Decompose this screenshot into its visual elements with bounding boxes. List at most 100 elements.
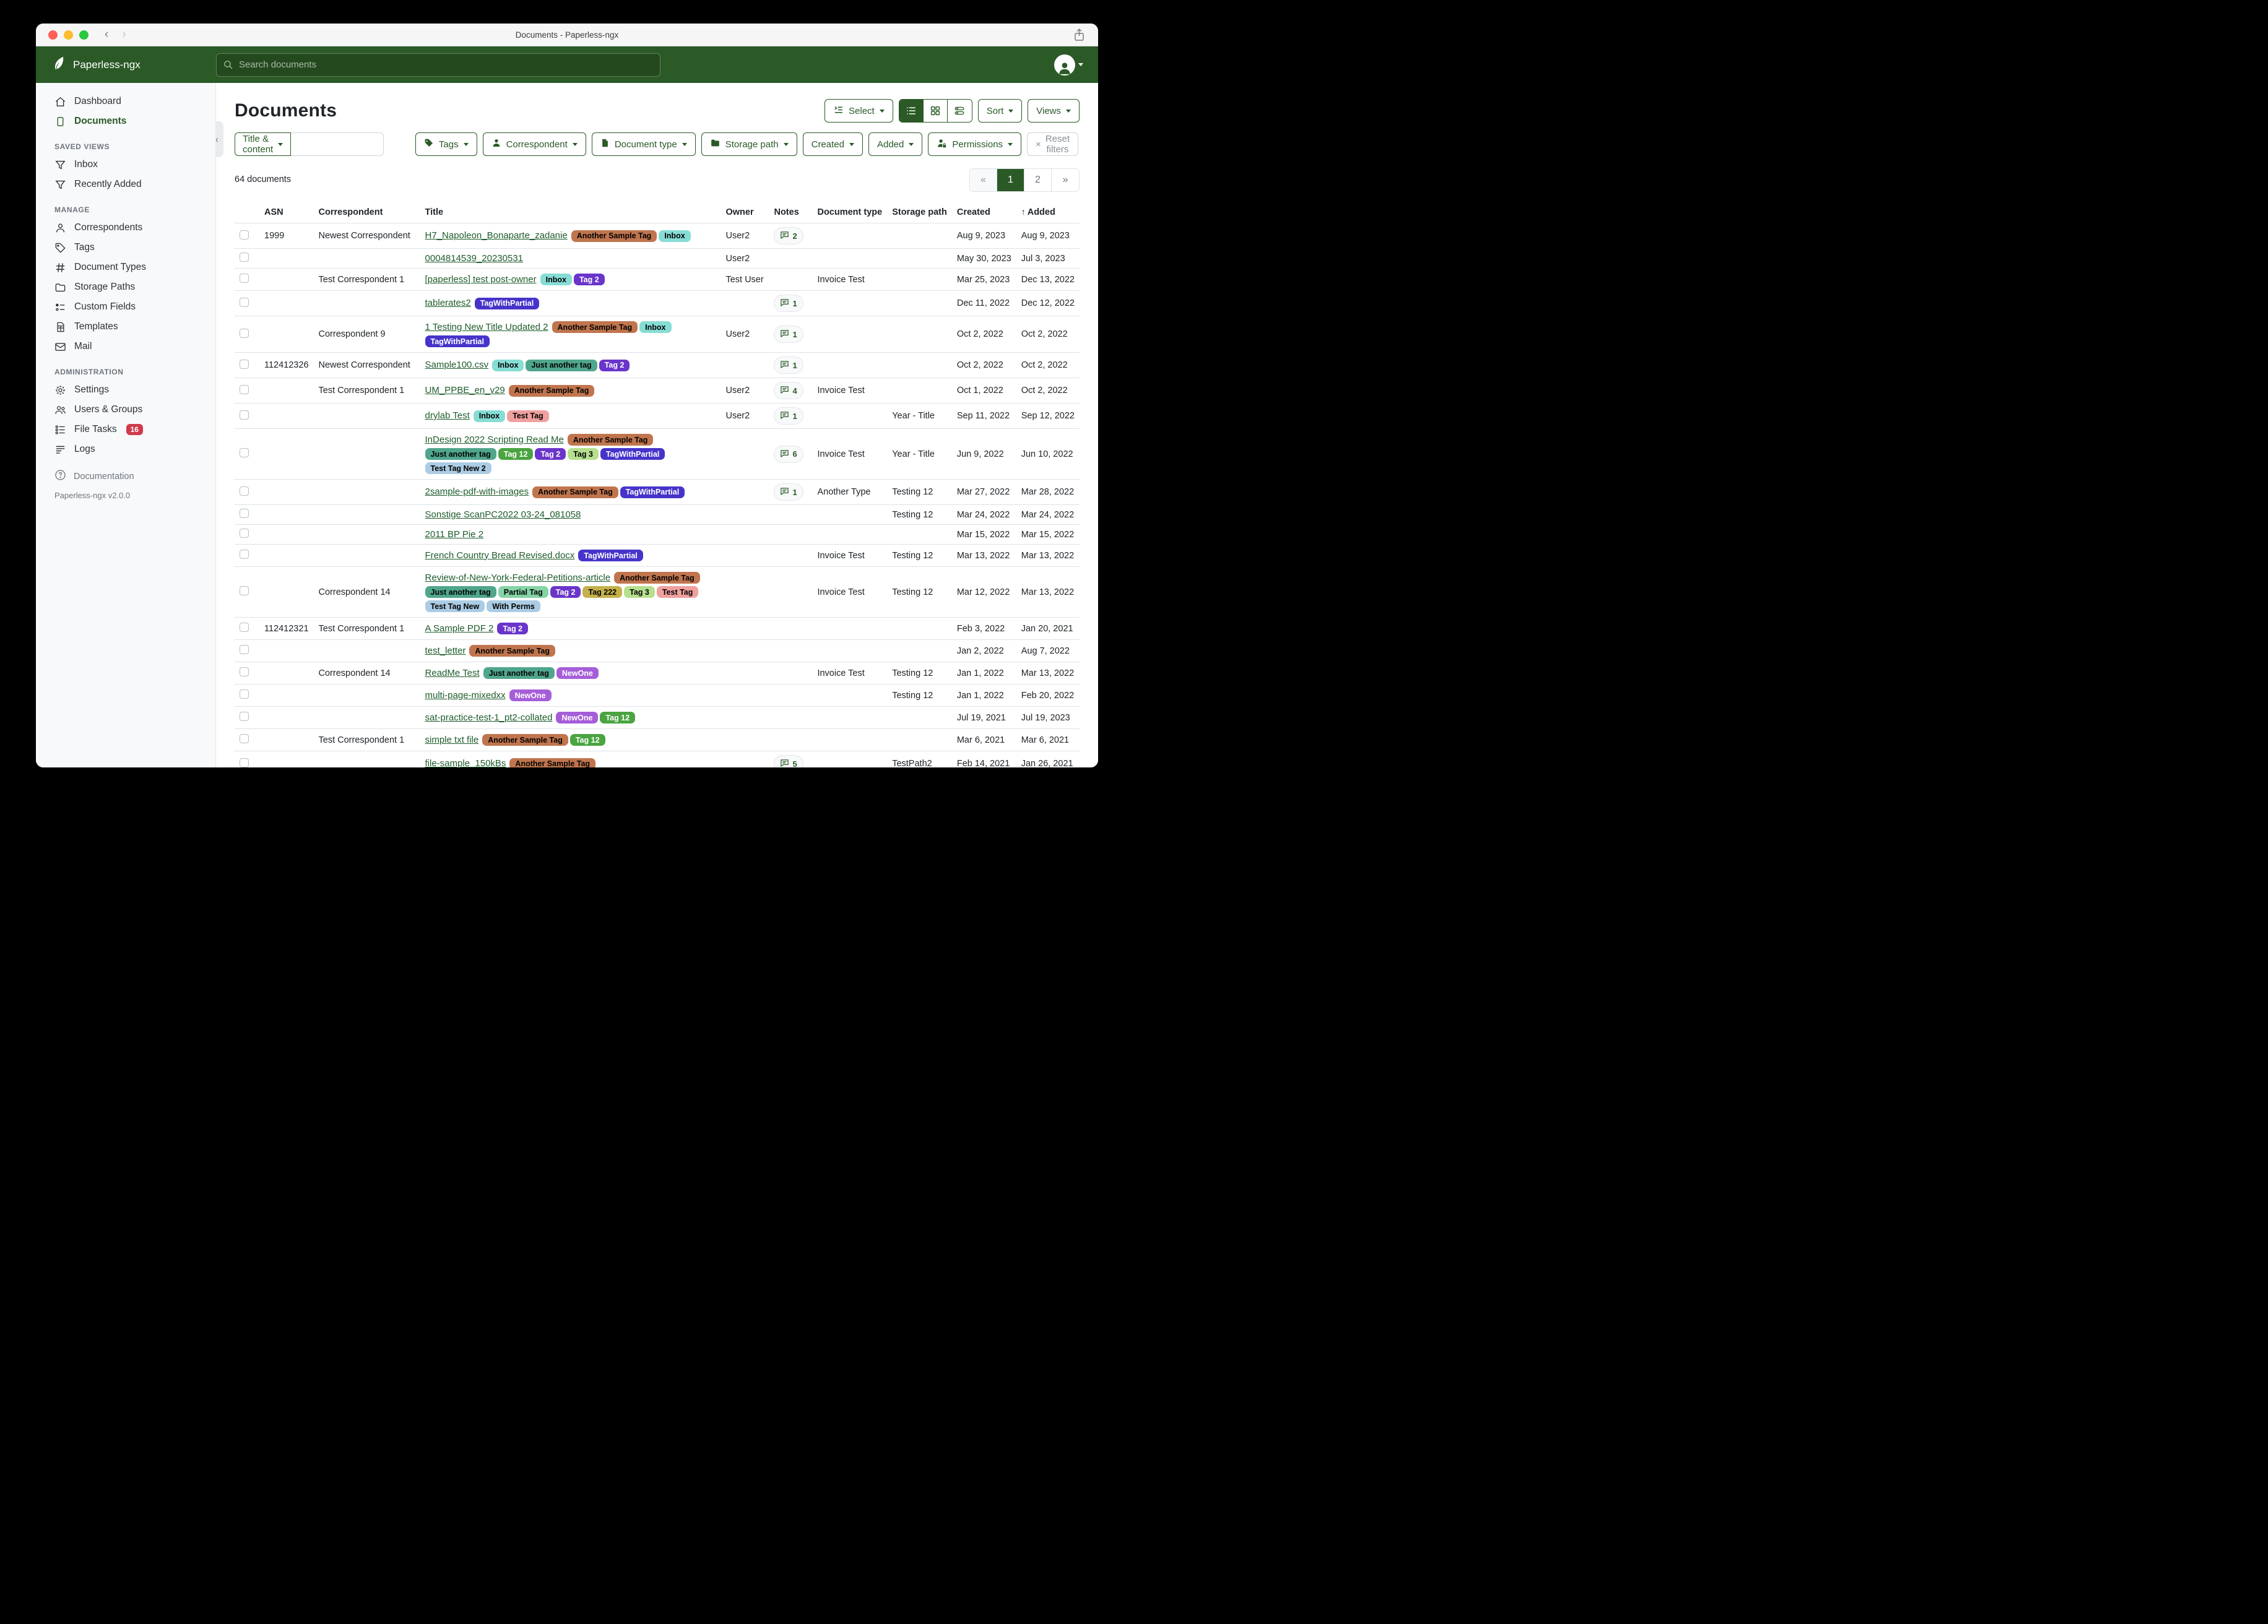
tag-pill[interactable]: Just another tag [526, 359, 597, 371]
correspondent-filter-button[interactable]: Correspondent [482, 132, 586, 156]
document-title-link[interactable]: French Country Bread Revised.docx [425, 550, 575, 561]
tag-pill[interactable]: Tag 3 [624, 586, 655, 598]
tag-pill[interactable]: TagWithPartial [600, 448, 665, 460]
tag-pill[interactable]: Tag 3 [568, 448, 599, 460]
views-button[interactable]: Views [1028, 99, 1080, 123]
tag-pill[interactable]: Tag 2 [535, 448, 566, 460]
sidebar-item-dashboard[interactable]: Dashboard [36, 92, 215, 111]
tag-pill[interactable]: TagWithPartial [620, 486, 685, 498]
tag-pill[interactable]: Another Sample Tag [552, 321, 638, 333]
row-checkbox[interactable] [240, 274, 249, 283]
grid-view-button[interactable] [923, 100, 948, 122]
document-title-link[interactable]: 1 Testing New Title Updated 2 [425, 321, 548, 332]
tag-pill[interactable]: Another Sample Tag [469, 645, 556, 657]
document-title-link[interactable]: ReadMe Test [425, 667, 480, 678]
document-title-link[interactable]: file-sample_150kBs [425, 758, 506, 767]
notes-badge[interactable]: 1 [774, 295, 803, 312]
document-title-link[interactable]: multi-page-mixedxx [425, 689, 506, 701]
tag-pill[interactable]: Test Tag [507, 410, 549, 422]
app-brand[interactable]: Paperless-ngx [36, 55, 216, 74]
row-checkbox[interactable] [240, 448, 249, 457]
tag-pill[interactable]: TagWithPartial [578, 550, 643, 561]
tag-pill[interactable]: Tag 2 [599, 359, 630, 371]
pagination-next-button[interactable]: » [1052, 169, 1079, 191]
storage-path-filter-button[interactable]: Storage path [701, 132, 797, 156]
pagination-page-2-button[interactable]: 2 [1024, 169, 1052, 191]
tag-pill[interactable]: Another Sample Tag [532, 486, 618, 498]
tag-pill[interactable]: Another Sample Tag [571, 230, 657, 242]
column-header-asn[interactable]: ASN [259, 201, 314, 223]
tag-pill[interactable]: Tag 2 [550, 586, 581, 598]
document-title-link[interactable]: test_letter [425, 645, 466, 656]
sidebar-item-mail[interactable]: Mail [36, 337, 215, 356]
notes-badge[interactable]: 4 [774, 382, 803, 399]
document-title-link[interactable]: UM_PPBE_en_v29 [425, 385, 505, 395]
tag-pill[interactable]: Another Sample Tag [509, 758, 596, 767]
tag-pill[interactable]: Tag 2 [573, 274, 605, 285]
row-checkbox[interactable] [240, 384, 249, 394]
column-header-created[interactable]: Created [951, 201, 1016, 223]
select-button[interactable]: Select [825, 99, 893, 123]
tag-pill[interactable]: Inbox [540, 274, 572, 285]
row-checkbox[interactable] [240, 529, 249, 538]
column-header-storage-path[interactable]: Storage path [887, 201, 952, 223]
share-icon[interactable] [1074, 28, 1084, 45]
column-header-added[interactable]: ↑ Added [1016, 201, 1080, 223]
tag-pill[interactable]: Another Sample Tag [508, 384, 595, 397]
tag-pill[interactable]: Another Sample Tag [567, 434, 654, 446]
notes-badge[interactable]: 1 [774, 483, 803, 501]
document-title-link[interactable]: 0004814539_20230531 [425, 253, 524, 264]
sidebar-item-templates[interactable]: Templates [36, 317, 215, 337]
title-content-dropdown[interactable]: Title & content [235, 132, 292, 156]
reset-filters-button[interactable]: × Reset filters [1027, 132, 1078, 156]
tag-pill[interactable]: TagWithPartial [425, 335, 490, 347]
created-filter-button[interactable]: Created [802, 132, 863, 156]
document-title-link[interactable]: H7_Napoleon_Bonaparte_zadanie [425, 230, 568, 241]
row-checkbox[interactable] [240, 550, 249, 559]
document-title-link[interactable]: [paperless] test post-owner [425, 274, 537, 285]
document-title-link[interactable]: InDesign 2022 Scripting Read Me [425, 434, 564, 445]
document-title-link[interactable]: Sonstige ScanPC2022 03-24_081058 [425, 509, 581, 520]
sidebar-item-custom-fields[interactable]: Custom Fields [36, 297, 215, 317]
row-checkbox[interactable] [240, 667, 249, 676]
notes-badge[interactable]: 1 [774, 407, 803, 425]
document-type-filter-button[interactable]: Document type [591, 132, 696, 156]
tag-pill[interactable]: Tag 12 [498, 448, 534, 460]
notes-badge[interactable]: 5 [774, 755, 803, 767]
document-title-link[interactable]: simple txt file [425, 734, 479, 745]
tag-pill[interactable]: Inbox [492, 359, 524, 371]
close-window-button[interactable] [48, 30, 58, 40]
tag-pill[interactable]: Test Tag New [425, 600, 485, 612]
tag-pill[interactable]: Inbox [659, 230, 691, 242]
title-content-input[interactable] [291, 132, 384, 156]
sidebar-item-settings[interactable]: Settings [36, 380, 215, 400]
row-checkbox[interactable] [240, 253, 249, 262]
column-header-title[interactable]: Title [420, 201, 721, 223]
document-title-link[interactable]: tablerates2 [425, 298, 471, 308]
sidebar-item-file-tasks[interactable]: File Tasks 16 [36, 420, 215, 439]
tag-pill[interactable]: Test Tag New 2 [425, 462, 491, 474]
detail-view-button[interactable] [947, 100, 972, 122]
browser-forward-icon[interactable]: › [122, 28, 126, 41]
tag-pill[interactable]: With Perms [487, 600, 540, 612]
column-header-document-type[interactable]: Document type [812, 201, 888, 223]
row-checkbox[interactable] [240, 359, 249, 369]
zoom-window-button[interactable] [79, 30, 89, 40]
row-checkbox[interactable] [240, 758, 249, 767]
row-checkbox[interactable] [240, 509, 249, 518]
document-title-link[interactable]: drylab Test [425, 410, 470, 421]
sidebar-collapse-button[interactable]: « [216, 121, 223, 157]
minimize-window-button[interactable] [64, 30, 73, 40]
row-checkbox[interactable] [240, 297, 249, 307]
tag-pill[interactable]: Tag 12 [569, 734, 605, 746]
sidebar-item-logs[interactable]: Logs [36, 439, 215, 459]
sidebar-item-recently-added[interactable]: Recently Added [36, 175, 215, 194]
tag-pill[interactable]: NewOne [556, 712, 599, 723]
row-checkbox[interactable] [240, 486, 249, 496]
browser-back-icon[interactable]: ‹ [105, 28, 109, 41]
sidebar-item-inbox[interactable]: Inbox [36, 155, 215, 175]
sidebar-item-documents[interactable]: Documents [36, 111, 215, 131]
row-checkbox[interactable] [240, 623, 249, 632]
added-filter-button[interactable]: Added [868, 132, 923, 156]
tag-pill[interactable]: NewOne [556, 667, 599, 679]
